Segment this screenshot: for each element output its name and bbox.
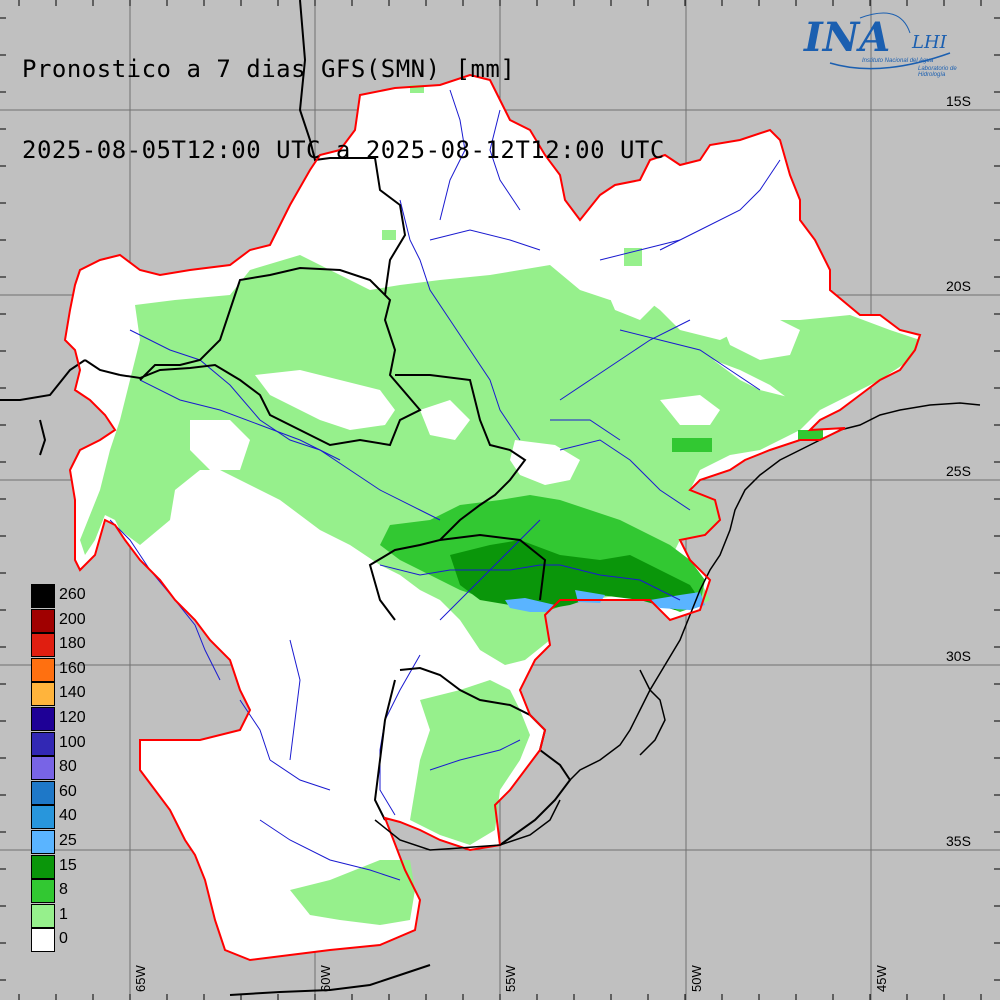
legend-label: 80 — [59, 758, 77, 776]
legend-label: 140 — [59, 684, 86, 702]
lon-label-60w: 60W — [318, 965, 333, 992]
legend-swatch — [31, 682, 55, 707]
legend-label: 180 — [59, 635, 86, 653]
lat-label-30s: 30S — [946, 648, 971, 664]
legend-swatch — [31, 829, 55, 854]
legend-swatch — [31, 633, 55, 658]
coastline — [569, 402, 981, 781]
lat-label-20s: 20S — [946, 278, 971, 294]
lat-label-35s: 35S — [946, 833, 971, 849]
legend-label: 1 — [59, 905, 68, 923]
logo-subtitle-institute: Instituto Nacional del Agua — [862, 58, 934, 64]
rivers — [109, 89, 781, 881]
legend-swatch — [31, 584, 55, 608]
logo-swoosh-icon — [829, 12, 951, 70]
legend-label: 160 — [59, 659, 86, 677]
legend-swatch — [31, 657, 55, 682]
legend-label: 260 — [59, 586, 86, 603]
legend-label: 0 — [59, 930, 68, 948]
legend-swatch — [31, 756, 55, 781]
legend-label: 15 — [59, 856, 77, 874]
lon-label-55w: 55W — [503, 965, 518, 992]
legend-label: 100 — [59, 733, 86, 751]
map-title: Pronostico a 7 dias GFS(SMN) [mm] 2025-0… — [22, 2, 665, 218]
logo-lhi-text: LHI — [912, 32, 947, 53]
rio-de-la-plata — [374, 799, 561, 851]
legend-swatch — [31, 731, 55, 756]
ina-logo: INA LHI Instituto Nacional del Agua Labo… — [800, 8, 970, 88]
legend-swatch — [31, 608, 55, 633]
logo-ina-text: INA — [804, 14, 891, 61]
logo-subtitle-lab: Laboratorio de Hidrología — [918, 66, 957, 78]
lon-label-50w: 50W — [689, 965, 704, 992]
title-line-2: 2025-08-05T12:00 UTC a 2025-08-12T12:00 … — [22, 136, 665, 164]
legend-label: 8 — [59, 881, 68, 899]
precip-15mm — [450, 540, 700, 610]
basin-outline — [63, 73, 922, 962]
lon-label-65w: 65W — [133, 965, 148, 992]
legend-swatch — [31, 903, 55, 928]
dry-patches — [190, 275, 800, 485]
legend-swatch — [31, 706, 55, 731]
legend-swatch — [31, 854, 55, 879]
legend-swatch — [31, 879, 55, 904]
title-line-1: Pronostico a 7 dias GFS(SMN) [mm] — [22, 55, 516, 83]
lon-label-45w: 45W — [874, 965, 889, 992]
legend-label: 200 — [59, 610, 86, 628]
legend-swatch — [31, 780, 55, 805]
lat-label-15s: 15S — [946, 93, 971, 109]
legend-label: 60 — [59, 782, 77, 800]
country-borders — [0, 0, 572, 996]
legend-label: 25 — [59, 831, 77, 849]
legend-label: 120 — [59, 708, 86, 726]
legend-swatch — [31, 805, 55, 830]
legend-swatch — [31, 928, 55, 953]
legend-label: 40 — [59, 807, 77, 825]
lat-label-25s: 25S — [946, 463, 971, 479]
